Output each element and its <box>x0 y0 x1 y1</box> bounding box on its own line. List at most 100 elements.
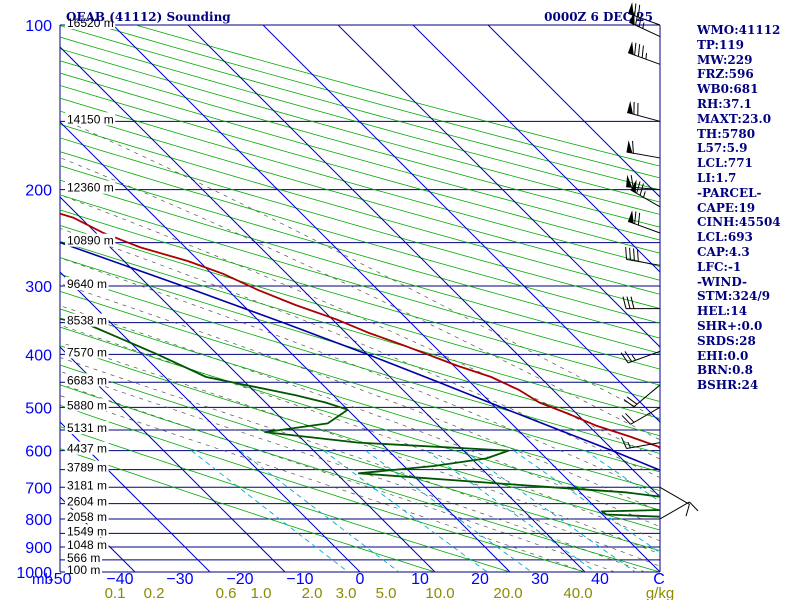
index-item: HEL:14 <box>697 304 748 319</box>
isotherm-10 <box>187 25 660 498</box>
chart-datetime: 0000Z 6 DEC 25 <box>544 10 653 24</box>
isotherm-lines <box>60 25 660 572</box>
dry-adiabat-170 <box>60 110 660 281</box>
height-label: 12360 m <box>67 181 114 195</box>
index-item: -WIND- <box>697 274 747 289</box>
dry-adiabat-80 <box>60 240 660 419</box>
moist-adiabat-34 <box>60 157 660 441</box>
height-label-bg <box>65 537 109 551</box>
dry-adiabat-40 <box>60 308 660 492</box>
height-label-bg <box>65 398 109 412</box>
temperature-line <box>60 212 660 450</box>
height-label-bg <box>65 563 102 576</box>
pressure-label-900: 900 <box>25 540 52 557</box>
mixing-ratio-label: 1.0 <box>251 585 272 600</box>
height-label-bg <box>65 180 116 194</box>
wind-barb <box>625 247 661 266</box>
mixing-ratio-line-0.1 <box>191 450 349 572</box>
moist-adiabat--10 <box>60 395 586 572</box>
temp-tick-label: −20 <box>226 571 253 588</box>
mixing-ratio-label: 20.0 <box>493 585 522 600</box>
pressure-label-1000: 1000 <box>16 565 52 582</box>
index-item: RH:37.1 <box>697 96 752 111</box>
index-item: SHR+:0.0 <box>697 318 763 333</box>
isotherm--20 <box>60 121 511 572</box>
wind-barb <box>623 384 661 408</box>
isotherm-30 <box>337 25 660 348</box>
wind-barb <box>659 486 690 517</box>
temp-unit-label: C <box>653 571 665 588</box>
dry-adiabat--30 <box>60 448 436 572</box>
dry-adiabat-70 <box>60 257 660 437</box>
wind-barb <box>627 100 661 122</box>
dry-adiabat-120 <box>60 179 660 354</box>
wind-barb <box>626 140 661 159</box>
pressure-label-800: 800 <box>25 512 52 529</box>
index-item: FRZ:596 <box>697 67 754 82</box>
height-label: 2058 m <box>67 510 107 524</box>
temp-tick-label: 20 <box>471 571 489 588</box>
dewpoint-line <box>60 317 660 518</box>
temp-tick-label: −10 <box>286 571 313 588</box>
dry-adiabats <box>60 25 660 572</box>
height-label: 5880 m <box>67 398 107 412</box>
height-label: 3789 m <box>67 461 107 475</box>
height-label: 4437 m <box>67 442 107 456</box>
index-item: EHI:0.0 <box>697 348 749 363</box>
dry-adiabat-150 <box>60 137 660 310</box>
index-item: -PARCEL- <box>697 185 762 200</box>
pressure-label-400: 400 <box>25 347 52 364</box>
index-item: SRDS:28 <box>697 333 756 348</box>
height-label: 3181 m <box>67 478 107 492</box>
index-item: CAP:4.3 <box>697 244 750 259</box>
wind-barb <box>628 11 661 38</box>
mixing-ratio-label: 0.6 <box>216 585 237 600</box>
index-item: MW:229 <box>697 52 753 67</box>
moist-adiabat-2 <box>60 357 660 567</box>
index-item: BRN:0.8 <box>697 363 753 378</box>
pressure-label-300: 300 <box>25 279 52 296</box>
dry-adiabat-250 <box>96 25 660 179</box>
wind-barb <box>621 406 661 425</box>
height-label-bg <box>65 509 109 523</box>
dry-adiabat-110 <box>60 194 660 370</box>
pressure-label-600: 600 <box>25 444 52 461</box>
height-label-bg <box>65 345 109 359</box>
wind-barb <box>627 41 661 65</box>
height-label: 566 m <box>67 551 100 565</box>
isotherm-50 <box>487 25 660 198</box>
index-item: LCL:771 <box>697 156 753 171</box>
isotherm--50 <box>60 346 286 572</box>
index-item: CAPE:19 <box>697 200 756 215</box>
index-item: CINH:45504 <box>697 215 781 230</box>
dry-adiabat-20 <box>60 345 660 531</box>
pressure-label-700: 700 <box>25 480 52 497</box>
dry-adiabat-0 <box>60 384 660 572</box>
mixing-ratio-label: 2.0 <box>302 585 323 600</box>
height-label: 6683 m <box>67 373 107 387</box>
temp-tick-label: 30 <box>531 571 549 588</box>
mixing-ratio-line-0.2 <box>239 450 400 572</box>
sounding-profiles <box>60 212 660 518</box>
height-label-bg <box>65 313 109 327</box>
height-label: 8538 m <box>67 314 107 328</box>
pressure-label-500: 500 <box>25 400 52 417</box>
height-label-bg <box>65 441 109 455</box>
dry-adiabat-60 <box>60 273 660 455</box>
height-label: 100 m <box>67 563 100 577</box>
pressure-axis-label: mb <box>32 571 53 588</box>
height-label: 1549 m <box>67 524 107 538</box>
index-item: L57:5.9 <box>697 141 748 156</box>
height-label: 2604 m <box>67 495 107 509</box>
isotherm--10 <box>60 46 586 572</box>
index-item: LFC:-1 <box>697 259 742 274</box>
index-item: MAXT:23.0 <box>697 111 772 126</box>
mixing-ratio-line-5 <box>513 450 660 554</box>
dry-adiabat-160 <box>60 123 660 295</box>
mixing-ratio-label: 5.0 <box>376 585 397 600</box>
wind-barb <box>620 350 661 364</box>
height-label: 16520 m <box>67 16 114 30</box>
isotherm-40 <box>412 25 660 273</box>
mixing-ratio-line-40 <box>743 451 800 572</box>
